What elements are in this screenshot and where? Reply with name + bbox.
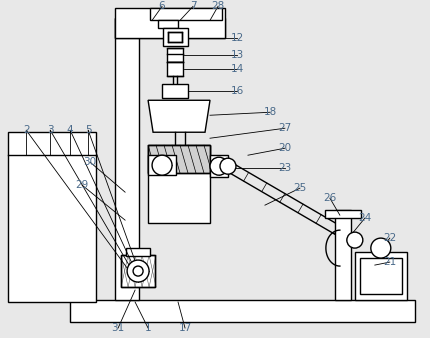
Bar (360, 258, 402, 294)
Text: 23: 23 (278, 163, 292, 173)
Polygon shape (148, 100, 210, 132)
Text: 12: 12 (230, 33, 244, 43)
Bar (163, 28, 188, 46)
Text: 24: 24 (358, 213, 372, 223)
Circle shape (133, 266, 143, 276)
Circle shape (210, 157, 228, 175)
Bar (70, 300, 415, 322)
Text: 6: 6 (159, 1, 166, 11)
Bar (8, 132, 96, 302)
Bar (121, 255, 155, 287)
Bar (126, 248, 150, 256)
Text: 25: 25 (293, 183, 307, 193)
Text: 2: 2 (23, 125, 30, 135)
Circle shape (127, 260, 149, 282)
Bar (167, 62, 183, 76)
Text: 26: 26 (323, 193, 337, 203)
Bar (148, 145, 210, 173)
Bar (115, 18, 225, 38)
Circle shape (152, 155, 172, 175)
Bar (355, 252, 407, 300)
Text: 27: 27 (278, 123, 292, 133)
Bar (148, 155, 176, 175)
Text: 20: 20 (278, 143, 292, 153)
Text: 22: 22 (383, 233, 396, 243)
Circle shape (371, 238, 391, 258)
Text: 7: 7 (190, 1, 197, 11)
Text: 1: 1 (145, 323, 151, 333)
Bar (335, 210, 351, 300)
Bar (148, 145, 210, 223)
Text: 18: 18 (263, 107, 276, 117)
Text: 16: 16 (230, 86, 244, 96)
Bar (150, 8, 222, 20)
Bar (162, 84, 188, 98)
Bar (210, 155, 228, 177)
Text: 30: 30 (83, 157, 97, 167)
Text: 21: 21 (383, 257, 396, 267)
Bar (168, 32, 182, 42)
Text: 29: 29 (76, 180, 89, 190)
Text: 5: 5 (85, 125, 92, 135)
Text: 3: 3 (47, 125, 53, 135)
Bar (325, 210, 361, 218)
Bar (167, 48, 183, 62)
Bar (148, 145, 210, 173)
Text: 28: 28 (212, 1, 224, 11)
Bar (115, 8, 225, 38)
Circle shape (347, 232, 363, 248)
Text: 4: 4 (67, 125, 74, 135)
Text: 13: 13 (230, 50, 244, 60)
Bar (121, 255, 155, 287)
Text: 17: 17 (178, 323, 192, 333)
Circle shape (220, 158, 236, 174)
Bar (115, 18, 139, 300)
Text: 14: 14 (230, 64, 244, 74)
Bar (158, 20, 178, 28)
Text: 31: 31 (111, 323, 125, 333)
